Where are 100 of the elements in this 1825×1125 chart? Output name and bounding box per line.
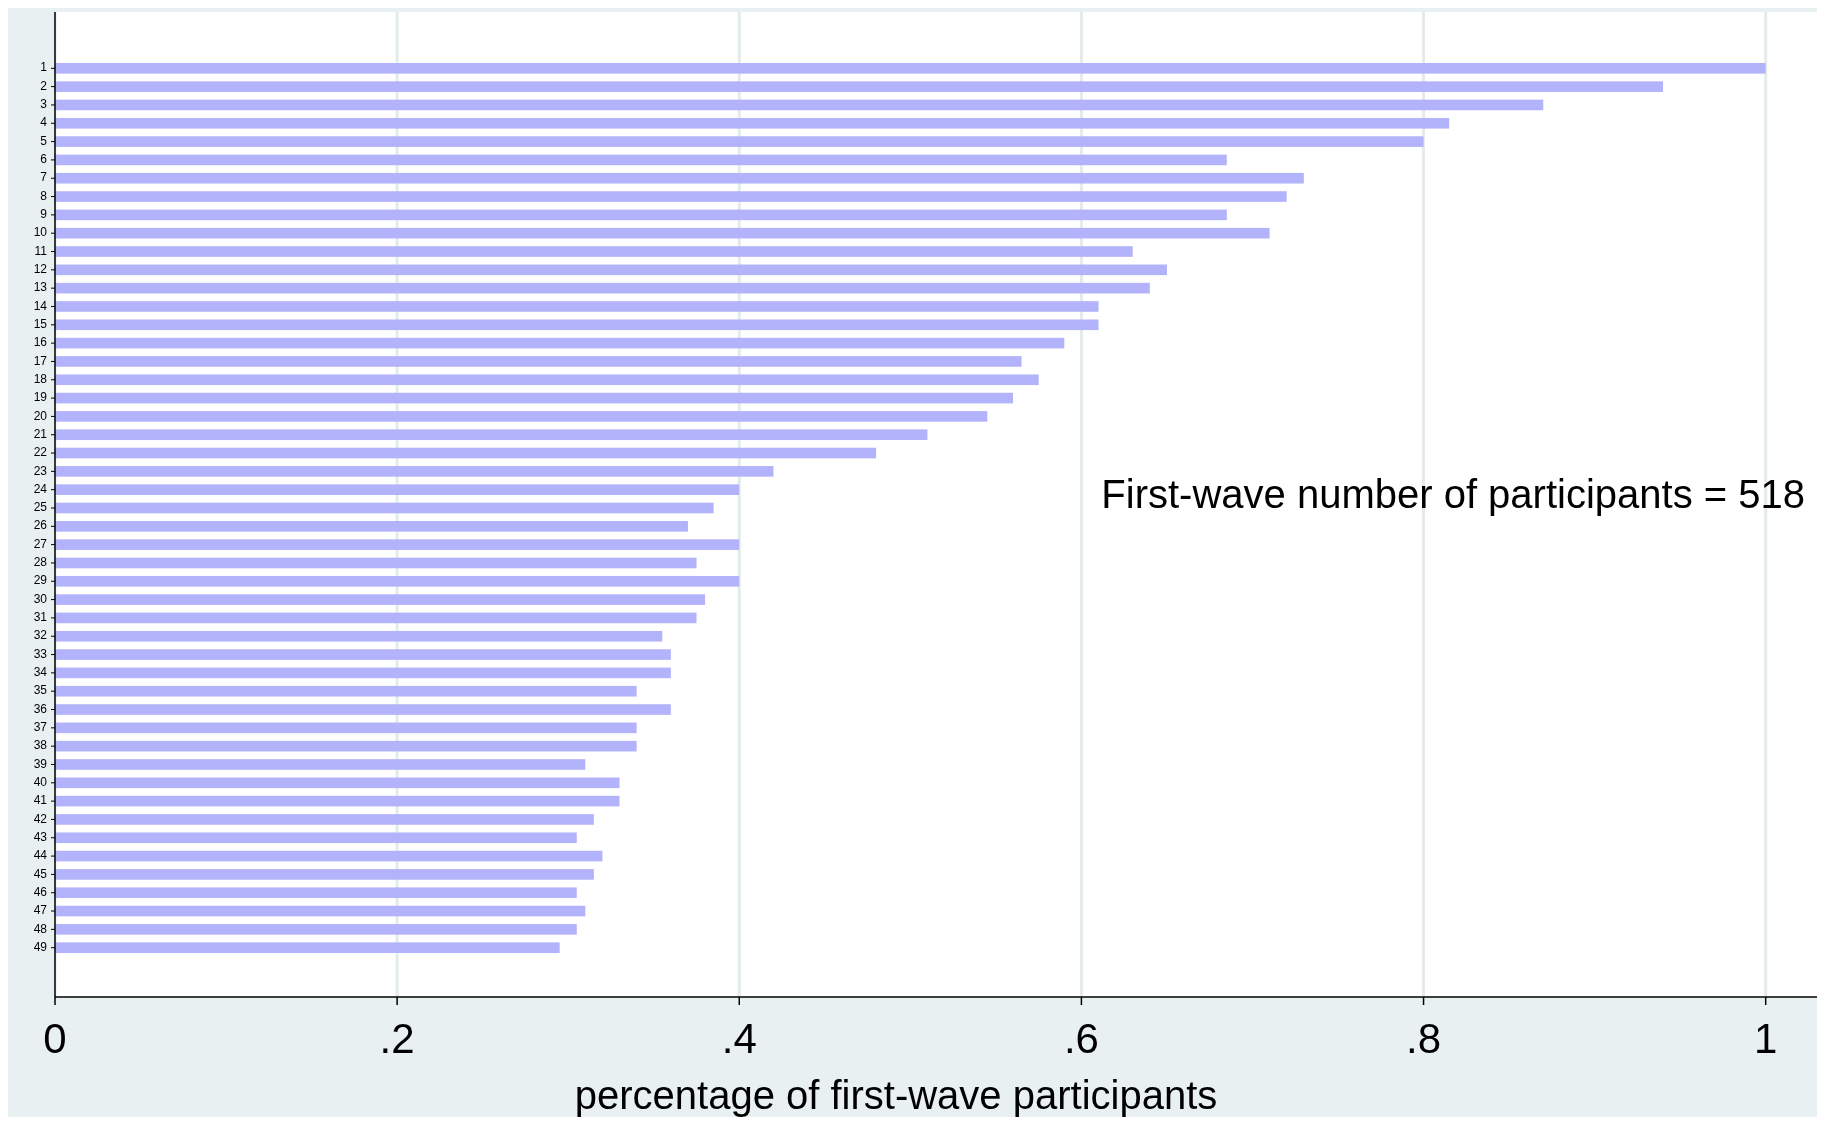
bar [55,594,706,605]
y-tick-label: 41 [33,793,48,808]
bar [55,942,560,953]
bar [55,740,637,752]
y-tick-label: 32 [33,628,48,643]
y-tick-label: 42 [33,811,48,826]
y-tick-label: 29 [33,573,48,588]
y-tick-label: 49 [33,939,48,954]
y-tick-label: 2 [40,78,48,93]
y-tick-label: 16 [33,335,48,350]
bar [55,209,1227,221]
bar [55,337,1065,349]
bar [55,484,740,495]
bar [55,117,1450,129]
bar [55,429,928,441]
y-tick-label: 25 [33,500,48,515]
y-tick-label: 13 [33,280,48,295]
bar [55,850,603,862]
x-tick-label: .6 [1063,1015,1099,1062]
y-tick-label: 20 [33,408,48,423]
y-tick-label: 4 [40,115,48,130]
bar [55,521,688,532]
y-tick-label: 46 [33,884,48,899]
bar [55,887,577,899]
y-tick-label: 11 [34,243,48,258]
y-tick-label: 37 [33,720,48,735]
y-tick-label: 14 [33,298,48,313]
bar [55,814,594,825]
bar [55,924,577,935]
y-tick-label: 38 [33,738,48,753]
y-tick-label: 24 [33,481,48,496]
y-tick-label: 8 [40,188,48,203]
x-tick-label: .4 [721,1015,757,1062]
bar [55,539,740,550]
y-tick-label: 26 [33,518,48,533]
y-tick-label: 6 [40,152,48,167]
y-tick-label: 35 [33,683,48,698]
y-tick-label: 36 [33,701,48,716]
bar [55,63,1766,74]
bar [55,392,1013,404]
bar [55,502,714,514]
annotation: First-wave number of participants = 518 [1101,472,1805,516]
bar [55,136,1424,147]
bar [55,777,620,789]
y-tick-label: 48 [33,921,48,936]
x-tick-label: .2 [379,1015,415,1062]
bar [55,759,586,770]
y-tick-label: 43 [33,829,48,844]
bar [55,575,740,587]
y-tick-label: 23 [33,463,48,478]
bar [55,557,697,569]
bar [55,704,671,715]
bar [55,612,697,624]
y-tick-label: 5 [40,133,48,148]
bar [55,832,577,844]
bar [55,319,1099,331]
y-tick-label: 15 [33,316,48,331]
bar [55,172,1304,184]
y-tick-label: 1 [40,60,48,75]
bar [55,667,671,679]
y-tick-label: 39 [33,756,48,771]
y-tick-label: 9 [40,207,48,222]
x-axis-title: percentage of first-wave participants [574,1073,1218,1117]
bar [55,154,1227,166]
y-tick-label: 19 [33,390,48,405]
bar [55,356,1022,367]
y-tick-label: 40 [33,774,48,789]
bar [55,447,877,459]
y-tick-label: 3 [40,97,48,112]
y-tick-label: 31 [33,610,48,625]
y-tick-label: 28 [33,555,48,570]
bar [55,227,1270,239]
bar [55,795,620,807]
bar [55,869,594,880]
bar [55,411,988,422]
bar [55,191,1287,202]
bar [55,685,637,697]
bar [55,264,1167,276]
y-tick-label: 17 [33,353,48,368]
y-tick-label: 27 [33,536,48,551]
y-tick-label: 44 [33,848,48,863]
bar [55,905,586,917]
bar [55,282,1150,294]
y-tick-label: 34 [33,665,48,680]
y-tick-label: 30 [33,591,48,606]
y-tick-label: 18 [33,371,48,386]
bar [55,301,1099,312]
bar [55,466,774,477]
y-tick-label: 12 [33,262,48,277]
x-tick-label: 1 [1754,1015,1778,1062]
y-tick-label: 45 [33,866,48,881]
y-tick-label: 7 [40,170,48,185]
y-tick-label: 33 [33,646,48,661]
bar [55,81,1664,92]
x-tick-label: .8 [1406,1015,1442,1062]
y-tick-label: 47 [33,903,48,918]
bar [55,246,1133,257]
bar [55,374,1039,386]
bar [55,722,637,734]
x-tick-label: 0 [43,1015,67,1062]
